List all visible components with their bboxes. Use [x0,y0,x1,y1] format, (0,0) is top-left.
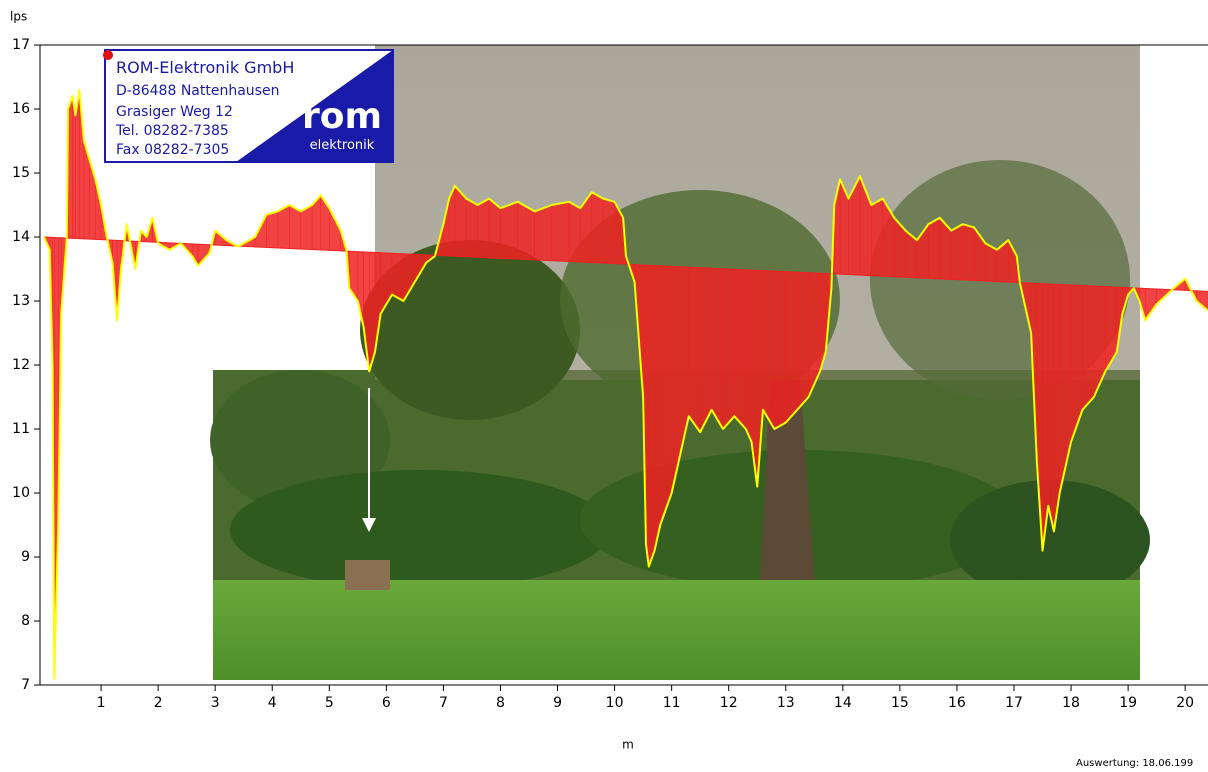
area-segment [465,198,478,258]
area-segment [391,253,404,302]
x-axis-label: m [622,738,634,752]
x-tick-label: 12 [720,695,738,711]
area-segment [1047,283,1055,532]
area-segment [591,191,604,264]
x-tick-label: 10 [606,695,624,711]
x-tick-label: 3 [211,695,220,711]
area-segment [534,204,553,261]
area-segment [568,201,581,263]
logo-brand-sub: elektronik [310,138,375,153]
area-segment [928,217,941,280]
logo-line: Fax 08282-7305 [116,142,229,158]
area-segment [734,269,747,430]
x-tick-label: 17 [1005,695,1023,711]
area-segment [329,208,341,252]
x-tick-label: 20 [1176,695,1194,711]
x-tick-label: 11 [663,695,681,711]
area-segment [950,223,963,281]
area-segment [722,268,735,430]
logo-brand: rom [302,96,382,137]
area-segment [659,265,672,526]
area-segment [762,270,775,430]
area-segment [1082,285,1095,411]
x-tick-label: 6 [382,695,391,711]
y-tick-label: 14 [12,229,30,245]
logo-line: Tel. 08282-7385 [115,123,229,139]
area-segment [500,201,518,260]
area-segment [688,266,701,433]
area-segment [289,204,302,250]
y-tick-label: 10 [12,485,30,501]
area-segment [785,271,798,424]
x-tick-label: 13 [777,695,795,711]
logo-line: D-86488 Nattenhausen [116,83,279,99]
x-tick-label: 1 [97,695,106,711]
area-segment [711,267,724,430]
y-tick-label: 11 [12,421,30,437]
area-segment [745,269,752,442]
area-segment [300,204,313,250]
area-segment [699,267,712,433]
area-segment [1144,288,1157,321]
area-segment [654,265,661,551]
logo-line: ROM-Elektronik GmbH [116,58,294,77]
area-segment [796,271,809,411]
area-segment [477,198,490,259]
area-segment [648,265,655,567]
area-segment [320,194,330,251]
x-tick-label: 4 [268,695,277,711]
y-tick-label: 7 [21,677,30,693]
x-tick-label: 2 [154,695,163,711]
x-tick-label: 16 [948,695,966,711]
area-segment [602,198,615,264]
y-tick-label: 13 [12,293,30,309]
y-tick-label: 16 [12,101,30,117]
area-segment [671,266,678,494]
x-tick-label: 9 [553,695,562,711]
logo-line: Grasiger Weg 12 [116,104,233,120]
x-tick-label: 5 [325,695,334,711]
annotation-arrow [362,388,376,532]
x-tick-label: 7 [439,695,448,711]
y-tick-label: 12 [12,357,30,373]
x-tick-label: 19 [1119,695,1137,711]
area-segment [1196,290,1208,311]
x-tick-label: 15 [891,695,909,711]
x-tick-label: 8 [496,695,505,711]
y-tick-label: 9 [21,549,30,565]
area-segment [551,201,570,262]
area-segment [962,223,975,281]
line [43,88,1208,680]
y-tick-label: 17 [12,37,30,53]
x-tick-label: 14 [834,695,852,711]
y-axis-label: lps [10,10,27,24]
footer: Auswertung: 18.06.199 [1076,758,1193,769]
area-segment [774,270,787,430]
area-segment [871,198,884,277]
area-segment [72,96,76,239]
x-tick-label: 18 [1062,695,1080,711]
area-segment [266,211,279,249]
y-tick-label: 15 [12,165,30,181]
logo: ROM-Elektronik GmbH D-86488 Nattenhausen… [103,49,394,163]
y-tick-label: 8 [21,613,30,629]
